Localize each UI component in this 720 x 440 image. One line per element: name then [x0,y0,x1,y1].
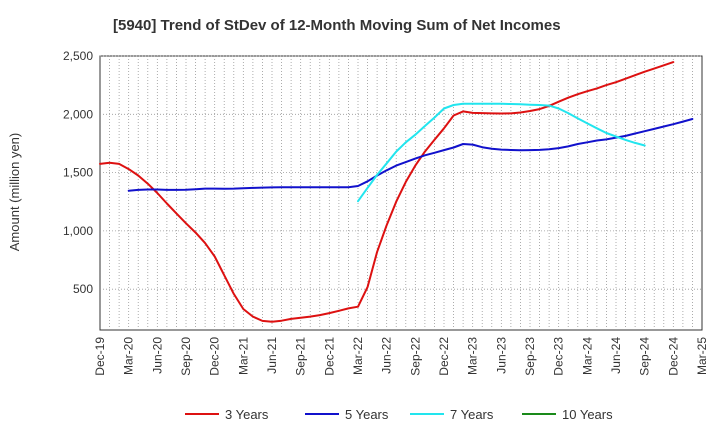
y-tick-label: 2,000 [63,107,93,121]
x-tick-label: Sep-22 [408,337,422,376]
series-line-7-years [357,102,646,203]
x-tick-label: Mar-20 [122,337,136,375]
series-line-3-years [99,61,675,323]
x-tick-label: Jun-21 [265,337,279,374]
y-tick-label: 500 [73,282,93,296]
y-tick-label: 2,500 [63,49,93,63]
x-tick-label: Sep-20 [179,337,193,376]
x-axis-tick-labels: Dec-19 Mar-20 Jun-20 Sep-20 Dec-20 Mar-21 Jun-… [93,337,709,376]
x-tick-label: Mar-24 [580,337,594,375]
legend: 3 Years 5 Years 7 Years 10 Years [185,407,613,422]
x-tick-label: Dec-23 [552,337,566,376]
x-tick-label: Mar-23 [466,337,480,375]
x-tick-label: Mar-25 [695,337,709,375]
x-tick-label: Dec-21 [322,337,336,376]
y-tick-label: 1,000 [63,224,93,238]
x-tick-label: Dec-22 [437,337,451,376]
x-tick-label: Dec-19 [93,337,107,376]
x-tick-label: Sep-21 [294,337,308,376]
x-tick-label: Dec-20 [208,337,222,376]
y-axis-tick-labels: 500 1,000 1,500 2,000 2,500 [63,49,93,296]
y-axis-label: Amount (million yen) [7,133,22,252]
legend-label: 10 Years [562,407,613,422]
chart-title: [5940] Trend of StDev of 12-Month Moving… [113,17,561,34]
x-tick-label: Dec-24 [666,337,680,376]
x-tick-label: Jun-23 [494,337,508,374]
series-line-5-years [127,118,694,192]
x-tick-label: Sep-24 [638,337,652,376]
legend-label: 7 Years [450,407,494,422]
x-tick-label: Mar-22 [351,337,365,375]
x-tick-label: Jun-20 [150,337,164,374]
legend-label: 3 Years [225,407,269,422]
legend-label: 5 Years [345,407,389,422]
x-tick-label: Jun-22 [380,337,394,374]
x-tick-label: Jun-24 [609,337,623,374]
series-lines [99,61,694,323]
y-tick-label: 1,500 [63,166,93,180]
x-tick-label: Mar-21 [236,337,250,375]
x-tick-label: Sep-23 [523,337,537,376]
